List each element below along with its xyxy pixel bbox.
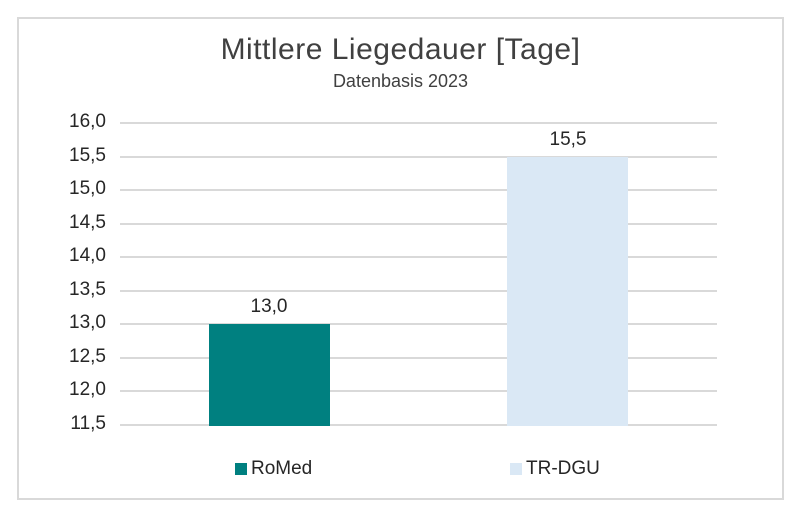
- gridline: [120, 323, 717, 325]
- legend-item-tr-dgu: TR-DGU: [510, 457, 600, 481]
- gridline: [120, 256, 717, 258]
- gridline: [120, 122, 717, 124]
- gridline: [120, 390, 717, 392]
- bar-tr-dgu: [507, 157, 628, 426]
- y-axis-tick-label: 15,5: [69, 145, 106, 166]
- bar-value-label-romed: 13,0: [250, 296, 288, 317]
- y-axis-tick-label: 13,0: [69, 312, 106, 333]
- bar-romed: [209, 324, 330, 426]
- y-axis-tick-label: 16,0: [69, 111, 106, 132]
- y-axis-tick-label: 11,5: [70, 413, 106, 434]
- gridline: [120, 189, 717, 191]
- chart-subtitle: Datenbasis 2023: [332, 71, 469, 91]
- legend-swatch-tr-dgu: [510, 463, 522, 475]
- chart-title: Mittlere Liegedauer [Tage]: [220, 33, 581, 66]
- legend-label-romed: RoMed: [251, 458, 313, 479]
- gridline: [120, 424, 717, 426]
- gridline: [120, 357, 717, 359]
- y-axis-tick-label: 14,0: [69, 245, 106, 266]
- legend-label-tr-dgu: TR-DGU: [526, 458, 600, 479]
- bar-value-label-tr-dgu: 15,5: [549, 129, 587, 150]
- gridline: [120, 223, 717, 225]
- y-axis-tick-label: 14,5: [69, 212, 106, 233]
- gridline: [120, 156, 717, 158]
- gridline: [120, 290, 717, 292]
- chart-frame: [17, 17, 784, 500]
- y-axis-tick-label: 15,0: [69, 178, 106, 199]
- y-axis-tick-label: 12,5: [69, 346, 106, 367]
- legend-item-romed: RoMed: [235, 457, 312, 481]
- y-axis-tick-label: 13,5: [69, 279, 106, 300]
- y-axis-tick-label: 12,0: [69, 379, 106, 400]
- legend-swatch-romed: [235, 463, 247, 475]
